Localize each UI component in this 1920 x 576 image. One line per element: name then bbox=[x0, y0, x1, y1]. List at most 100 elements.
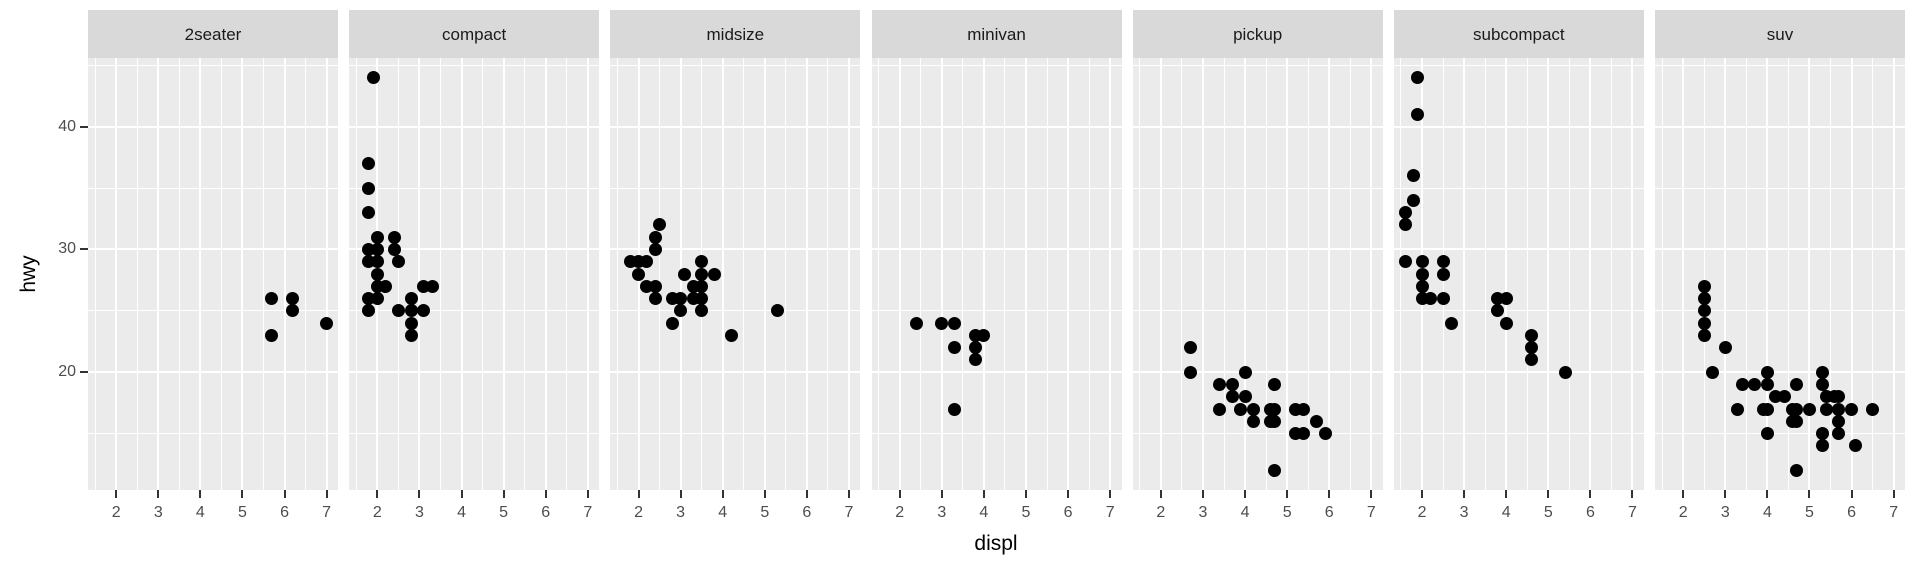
gridline-minor-horizontal bbox=[1393, 433, 1644, 435]
gridline-major-horizontal bbox=[610, 248, 861, 251]
gridline-major-horizontal bbox=[88, 125, 338, 128]
gridline-minor-vertical bbox=[1568, 58, 1570, 490]
data-point bbox=[1819, 402, 1833, 416]
gridline-major-vertical bbox=[1682, 58, 1685, 490]
gridline-minor-vertical bbox=[178, 58, 180, 490]
gridline-minor-horizontal bbox=[1132, 310, 1383, 312]
facet-strip-label: 2seater bbox=[184, 24, 242, 44]
data-point bbox=[1697, 316, 1711, 330]
x-axis-tick-label: 2 bbox=[1417, 504, 1427, 521]
data-point bbox=[648, 279, 662, 293]
gridline-minor-vertical bbox=[1830, 58, 1832, 490]
gridline-minor-vertical bbox=[1484, 58, 1486, 490]
facet-panel-compact bbox=[349, 58, 600, 490]
gridline-major-horizontal bbox=[871, 248, 1122, 251]
data-point bbox=[707, 267, 721, 281]
gridline-major-vertical bbox=[721, 58, 724, 490]
data-point bbox=[1731, 402, 1745, 416]
data-point bbox=[425, 279, 439, 293]
gridline-minor-vertical bbox=[263, 58, 264, 490]
x-axis-tick-label: 6 bbox=[1847, 504, 1857, 521]
data-point bbox=[1268, 377, 1281, 391]
data-point bbox=[632, 267, 646, 281]
x-axis-tick-mark bbox=[1067, 490, 1070, 498]
data-point bbox=[695, 267, 709, 281]
x-axis-tick-label: 6 bbox=[541, 504, 551, 521]
facet-strip-compact: compact bbox=[349, 10, 600, 58]
data-point bbox=[1558, 365, 1572, 379]
gridline-minor-vertical bbox=[524, 58, 526, 490]
data-point bbox=[1866, 402, 1880, 416]
x-axis-tick-mark bbox=[418, 490, 421, 498]
facet-strip-minivan: minivan bbox=[871, 10, 1122, 58]
data-point bbox=[370, 242, 384, 256]
data-point bbox=[678, 267, 692, 281]
data-point bbox=[1760, 365, 1774, 379]
data-point bbox=[640, 255, 654, 269]
data-point bbox=[1436, 255, 1450, 269]
gridline-major-vertical bbox=[1024, 58, 1027, 490]
gridline-major-horizontal bbox=[1132, 125, 1383, 128]
facet-strip-label: pickup bbox=[1233, 24, 1283, 44]
x-axis-tick-label: 7 bbox=[322, 504, 332, 521]
gridline-minor-horizontal bbox=[871, 310, 1122, 312]
data-point bbox=[1697, 328, 1711, 342]
x-axis-tick-mark bbox=[1766, 490, 1769, 498]
data-point bbox=[1268, 414, 1281, 428]
x-axis-tick-mark bbox=[898, 490, 901, 498]
x-axis-tick-label: 7 bbox=[1366, 504, 1376, 521]
gridline-minor-vertical bbox=[1139, 58, 1141, 490]
data-point bbox=[1415, 279, 1429, 293]
gridline-major-horizontal bbox=[349, 371, 600, 374]
gridline-major-horizontal bbox=[1393, 125, 1644, 128]
data-point bbox=[1790, 377, 1804, 391]
data-point bbox=[1445, 316, 1458, 330]
x-axis-tick-label: 2 bbox=[111, 504, 121, 521]
data-point bbox=[1491, 304, 1505, 318]
y-axis-title: hwy bbox=[17, 255, 40, 293]
data-point bbox=[362, 206, 376, 220]
gridline-minor-horizontal bbox=[88, 187, 338, 189]
gridline-minor-vertical bbox=[827, 58, 829, 490]
x-axis-tick-label: 2 bbox=[634, 504, 643, 521]
y-axis-tick-mark bbox=[80, 248, 88, 251]
x-axis-tick-label: 4 bbox=[1762, 504, 1772, 521]
gridline-minor-horizontal bbox=[610, 310, 861, 312]
data-point bbox=[1815, 377, 1829, 391]
data-point bbox=[1524, 341, 1538, 355]
data-point bbox=[417, 304, 431, 318]
gridline-major-vertical bbox=[940, 58, 943, 490]
gridline-major-horizontal bbox=[1393, 371, 1644, 374]
x-axis-tick-label: 2 bbox=[895, 504, 905, 521]
data-point bbox=[1234, 402, 1248, 416]
x-axis-tick-label: 5 bbox=[1282, 504, 1292, 521]
data-point bbox=[1524, 353, 1538, 367]
data-point bbox=[653, 218, 667, 232]
data-point bbox=[404, 316, 418, 330]
gridline-minor-vertical bbox=[1223, 58, 1225, 490]
data-point bbox=[362, 304, 376, 318]
gridline-minor-horizontal bbox=[1393, 187, 1644, 189]
gridline-major-horizontal bbox=[88, 248, 338, 251]
data-point bbox=[770, 304, 784, 318]
x-axis-tick-label: 7 bbox=[844, 504, 854, 521]
data-point bbox=[1790, 463, 1804, 477]
gridline-major-vertical bbox=[1850, 58, 1853, 490]
gridline-minor-horizontal bbox=[1132, 433, 1383, 435]
data-point bbox=[1423, 292, 1437, 306]
gridline-major-vertical bbox=[1505, 58, 1508, 490]
x-axis-tick-mark bbox=[805, 490, 808, 498]
gridline-major-horizontal bbox=[1655, 371, 1906, 374]
data-point bbox=[387, 242, 401, 256]
gridline-major-vertical bbox=[1547, 58, 1550, 490]
x-axis-tick-mark bbox=[376, 490, 379, 498]
gridline-major-vertical bbox=[1724, 58, 1727, 490]
data-point bbox=[1718, 341, 1732, 355]
data-point bbox=[1318, 427, 1332, 441]
data-point bbox=[724, 328, 738, 342]
data-point bbox=[1238, 365, 1252, 379]
data-point bbox=[1697, 292, 1711, 306]
x-axis-tick-mark bbox=[940, 490, 943, 498]
gridline-minor-vertical bbox=[743, 58, 745, 490]
gridline-major-horizontal bbox=[1132, 248, 1383, 251]
